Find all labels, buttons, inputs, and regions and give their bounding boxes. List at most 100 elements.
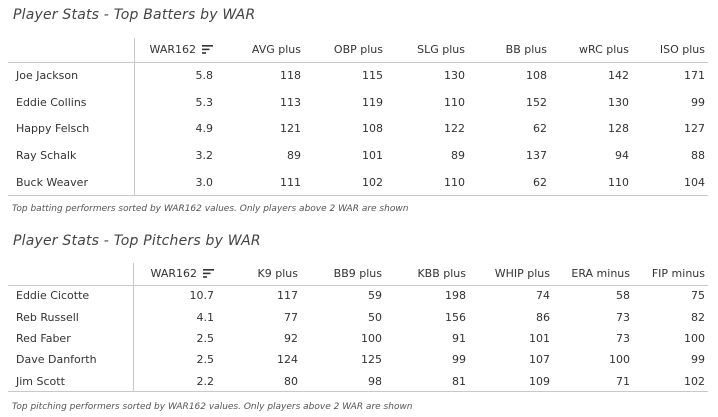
batting-caption: Top batting performers sorted by WAR162 … (12, 204, 409, 214)
table-header-row: WAR162 AVG plus OBP plus SLG plus BB plus wRC… (8, 38, 708, 63)
stat-cell-iso-plus: 88 (691, 149, 705, 163)
table-row: Buck Weaver 3.0 111 102 110 62 110 104 (8, 169, 708, 197)
table-row: Reb Russell 4.1 77 50 156 86 73 82 (8, 306, 708, 328)
batting-stats-table: WAR162 AVG plus OBP plus SLG plus BB plus wRC… (8, 38, 708, 197)
stat-cell-avg-plus: 121 (280, 122, 301, 136)
table-row: Happy Felsch 4.9 121 108 122 62 128 127 (8, 115, 708, 143)
stat-cell-obp-plus: 119 (362, 95, 383, 109)
stat-cell-bb-plus: 108 (526, 69, 547, 83)
stat-cell-bb9-plus: 59 (368, 289, 382, 303)
sort-descending-icon[interactable] (202, 45, 213, 55)
stat-cell-slg-plus: 89 (451, 149, 465, 163)
column-header-label: AVG plus (251, 43, 301, 57)
column-header-label: FIP minus (651, 267, 705, 281)
table-header-row: WAR162 K9 plus BB9 plus KBB plus WHIP plus ER… (8, 263, 708, 286)
table-row: Red Faber 2.5 92 100 91 101 73 100 (8, 327, 708, 350)
column-header-kbb-plus: KBB plus (385, 263, 469, 286)
column-header-war162[interactable]: WAR162 (133, 263, 217, 286)
stat-cell-slg-plus: 122 (444, 122, 465, 136)
column-header-label: WHIP plus (494, 267, 550, 281)
batting-section-title: Player Stats - Top Batters by WAR (13, 7, 256, 23)
column-header-whip-plus: WHIP plus (469, 263, 553, 286)
column-header-label: wRC plus (578, 43, 629, 57)
stat-cell-avg-plus: 113 (280, 95, 301, 109)
stat-cell-war162: 2.5 (196, 353, 215, 367)
stat-cell-war162: 5.3 (195, 95, 214, 109)
player-name-cell: Red Faber (8, 327, 134, 350)
sort-descending-icon[interactable] (203, 269, 214, 279)
stat-cell-wrc-plus: 110 (550, 169, 632, 197)
column-header-war162[interactable]: WAR162 (134, 38, 216, 63)
stat-cell-fip-minus: 82 (691, 310, 705, 324)
stat-cell-avg-plus: 89 (287, 149, 301, 163)
stat-cell-k9-plus: 124 (277, 353, 298, 367)
player-name-cell: Happy Felsch (8, 115, 135, 143)
column-header-player (8, 263, 134, 286)
column-header-label: OBP plus (333, 43, 383, 57)
table-row: Dave Danforth 2.5 124 125 99 107 100 99 (8, 349, 708, 371)
column-header-label: BB9 plus (333, 267, 382, 281)
table-row: Jim Scott 2.2 80 98 81 109 71 102 (8, 370, 708, 393)
stat-cell-whip-plus: 107 (529, 353, 550, 367)
player-name-cell: Eddie Collins (8, 88, 135, 116)
stat-cell-war162: 10.7 (189, 289, 215, 303)
stat-cell-iso-plus: 171 (684, 69, 705, 83)
column-header-label: BB plus (505, 43, 547, 57)
stat-cell-k9-plus: 77 (284, 310, 298, 324)
stat-cell-war162: 5.8 (195, 69, 214, 83)
stat-cell-k9-plus: 92 (284, 331, 298, 345)
stat-cell-bb-plus: 62 (533, 122, 547, 136)
column-header-fip-minus: FIP minus (633, 263, 708, 286)
stat-cell-war162: 4.9 (195, 122, 214, 136)
player-name-cell: Jim Scott (8, 370, 134, 393)
column-header-label: ERA minus (571, 267, 630, 281)
player-name-cell: Reb Russell (8, 306, 134, 328)
stat-cell-slg-plus: 110 (386, 169, 468, 197)
stat-cell-war162: 3.0 (134, 169, 216, 197)
stat-cell-kbb-plus: 91 (452, 331, 466, 345)
stat-cell-k9-plus: 80 (217, 370, 301, 393)
stat-cell-obp-plus: 101 (362, 149, 383, 163)
stat-cell-bb-plus: 152 (526, 95, 547, 109)
stat-cell-bb9-plus: 50 (368, 310, 382, 324)
player-name-cell: Dave Danforth (8, 349, 134, 371)
stat-cell-iso-plus: 104 (632, 169, 708, 197)
stat-cell-wrc-plus: 94 (615, 149, 629, 163)
stat-cell-avg-plus: 111 (216, 169, 304, 197)
stat-cell-era-minus: 100 (609, 353, 630, 367)
stat-cell-iso-plus: 127 (684, 122, 705, 136)
table-row: Joe Jackson 5.8 118 115 130 108 142 171 (8, 62, 708, 89)
table-row: Eddie Cicotte 10.7 117 59 198 74 58 75 (8, 285, 708, 307)
stat-cell-slg-plus: 110 (444, 95, 465, 109)
column-header-label: ISO plus (659, 43, 705, 57)
stat-cell-k9-plus: 117 (277, 289, 298, 303)
stat-cell-war162: 4.1 (196, 310, 215, 324)
pitching-section-title: Player Stats - Top Pitchers by WAR (13, 233, 261, 249)
stat-cell-whip-plus: 74 (536, 289, 550, 303)
column-header-bb9-plus: BB9 plus (301, 263, 385, 286)
stat-cell-kbb-plus: 81 (385, 370, 469, 393)
stat-cell-bb-plus: 62 (468, 169, 550, 197)
stat-cell-era-minus: 73 (616, 310, 630, 324)
stat-cell-bb9-plus: 98 (301, 370, 385, 393)
stat-cell-fip-minus: 99 (691, 353, 705, 367)
stat-cell-wrc-plus: 142 (608, 69, 629, 83)
table-row: Ray Schalk 3.2 89 101 89 137 94 88 (8, 142, 708, 170)
stat-cell-wrc-plus: 130 (608, 95, 629, 109)
column-header-iso-plus: ISO plus (632, 38, 708, 63)
stat-cell-bb9-plus: 125 (361, 353, 382, 367)
column-header-label: WAR162 (150, 267, 197, 281)
pitching-caption: Top pitching performers sorted by WAR162… (12, 402, 413, 412)
stat-cell-war162: 2.5 (196, 331, 215, 345)
player-name-cell: Eddie Cicotte (8, 285, 134, 307)
stat-cell-whip-plus: 86 (536, 310, 550, 324)
stat-cell-kbb-plus: 156 (445, 310, 466, 324)
column-header-wrc-plus: wRC plus (550, 38, 632, 63)
stat-cell-iso-plus: 99 (691, 95, 705, 109)
column-header-player (8, 38, 135, 63)
column-header-slg-plus: SLG plus (386, 38, 468, 63)
stat-cell-obp-plus: 108 (362, 122, 383, 136)
column-header-k9-plus: K9 plus (217, 263, 301, 286)
stat-cell-wrc-plus: 128 (608, 122, 629, 136)
stat-cell-bb-plus: 137 (526, 149, 547, 163)
